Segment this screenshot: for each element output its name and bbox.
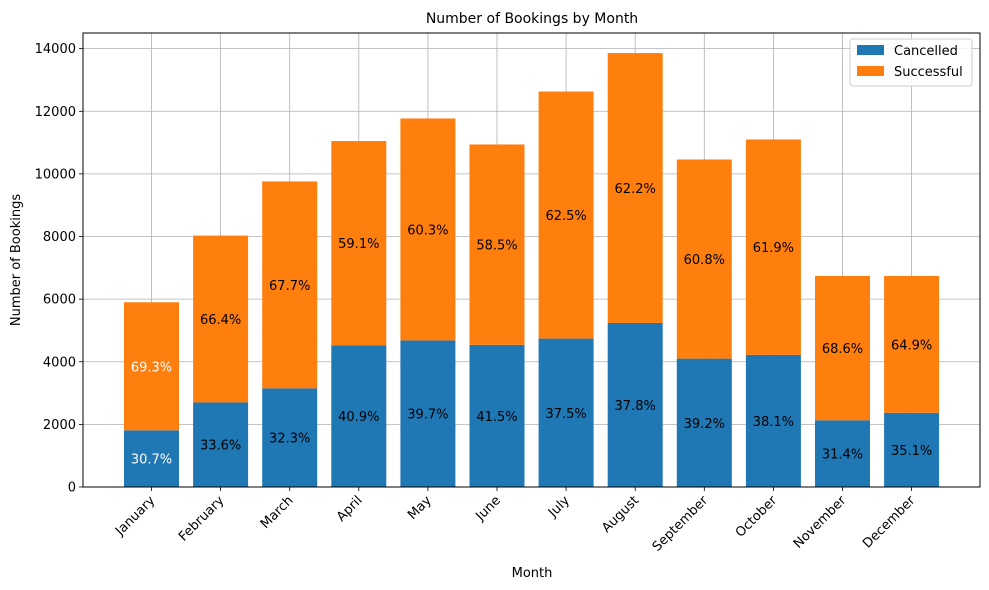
x-tick-label: September [650, 493, 712, 555]
y-axis-label: Number of Bookings [9, 194, 24, 326]
bar-label-successful: 68.6% [822, 342, 863, 357]
chart-title: Number of Bookings by Month [426, 11, 638, 27]
bar-successful-december [884, 275, 940, 413]
x-tick-label: June [472, 493, 503, 524]
bar-label-successful: 62.2% [615, 182, 656, 197]
bar-successful-july [538, 91, 594, 339]
bar-cancelled-may [400, 340, 456, 487]
bar-successful-august [607, 53, 663, 323]
bar-label-cancelled: 39.7% [407, 408, 448, 423]
bar-successful-january [124, 302, 179, 431]
bar-cancelled-june [469, 344, 525, 487]
plot-frame [82, 32, 981, 488]
bar-label-cancelled: 30.7% [131, 453, 172, 468]
x-tick-label: August [599, 493, 642, 536]
bar-label-cancelled: 33.6% [200, 439, 241, 454]
bar-successful-june [469, 144, 525, 345]
x-tick-label: December [860, 493, 919, 552]
bar-cancelled-january [124, 430, 179, 487]
y-tick-label: 0 [68, 481, 76, 496]
y-tick-label: 4000 [43, 355, 76, 370]
legend-swatch-successful [857, 66, 884, 76]
bar-label-successful: 58.5% [476, 239, 517, 254]
bar-label-cancelled: 32.3% [269, 432, 310, 447]
bar-label-successful: 59.1% [338, 237, 379, 252]
bar-cancelled-july [538, 338, 594, 487]
legend-swatch-cancelled [857, 45, 884, 55]
bar-successful-october [745, 139, 801, 355]
x-tick-label: March [258, 493, 297, 532]
bar-label-successful: 69.3% [131, 360, 172, 375]
bar-label-cancelled: 37.5% [545, 407, 586, 422]
bar-label-successful: 64.9% [891, 338, 932, 353]
y-tick-label: 10000 [35, 167, 76, 182]
y-tick-label: 14000 [35, 42, 76, 57]
bar-label-successful: 62.5% [545, 209, 586, 224]
x-tick-label: October [733, 493, 781, 541]
bar-label-cancelled: 38.1% [753, 415, 794, 430]
bar-label-successful: 66.4% [200, 313, 241, 328]
bar-cancelled-september [676, 358, 732, 487]
x-tick-label: February [176, 493, 228, 545]
bar-label-cancelled: 37.8% [615, 399, 656, 414]
y-tick-label: 8000 [43, 230, 76, 245]
y-tick-label: 12000 [35, 105, 76, 120]
bar-cancelled-april [331, 345, 387, 487]
legend: Cancelled Successful [849, 38, 973, 87]
bar-label-cancelled: 35.1% [891, 444, 932, 459]
legend-label-cancelled: Cancelled [894, 44, 958, 59]
x-tick-label: April [334, 493, 366, 525]
bar-cancelled-november [815, 420, 870, 487]
bar-label-cancelled: 39.2% [684, 417, 725, 432]
legend-label-successful: Successful [894, 65, 963, 80]
bar-cancelled-march [262, 388, 318, 487]
bar-successful-february [193, 235, 249, 403]
bar-label-cancelled: 31.4% [822, 448, 863, 463]
bar-successful-march [262, 181, 318, 389]
x-tick-label: July [545, 493, 573, 521]
y-tick-label: 2000 [43, 418, 76, 433]
bar-label-layer: 30.7% 33.6% 32.3% 40.9% 39.7% 41.5% 37.5% 37.8%… [131, 182, 932, 468]
bar-cancelled-october [745, 354, 801, 487]
y-tick-label: 6000 [43, 293, 76, 308]
bar-label-cancelled: 41.5% [476, 410, 517, 425]
bar-layer [124, 53, 940, 487]
x-tick-label: January [112, 493, 158, 539]
bar-label-successful: 60.3% [407, 223, 448, 238]
bar-successful-september [676, 159, 732, 359]
bar-label-cancelled: 40.9% [338, 410, 379, 425]
bar-successful-november [815, 275, 870, 421]
x-tick-label: May [405, 493, 435, 523]
bar-successful-may [400, 118, 456, 341]
bar-label-successful: 60.8% [684, 253, 725, 268]
bar-cancelled-february [193, 402, 249, 487]
x-tick-label: November [791, 493, 850, 552]
bar-label-successful: 67.7% [269, 279, 310, 294]
bar-cancelled-december [884, 412, 940, 487]
bar-cancelled-august [607, 322, 663, 487]
x-axis-label: Month [512, 566, 553, 581]
bar-successful-april [331, 141, 387, 346]
bar-label-successful: 61.9% [753, 241, 794, 256]
